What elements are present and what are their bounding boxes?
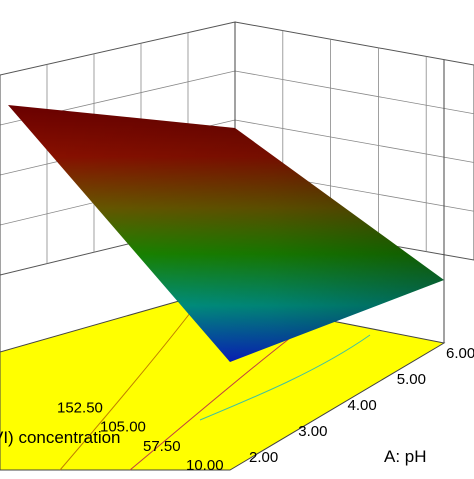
x-tick-label: 4.00 bbox=[348, 397, 377, 414]
x-tick-label: 6.00 bbox=[446, 345, 474, 362]
contour-floor bbox=[0, 294, 446, 471]
grid-line bbox=[234, 119, 474, 163]
x-tick-label: 5.00 bbox=[397, 371, 426, 388]
y-tick-label: 57.50 bbox=[143, 438, 181, 455]
x-axis-ticks: 2.00 3.00 4.00 5.00 6.00 bbox=[249, 345, 474, 466]
x-tick-label: 2.00 bbox=[249, 449, 278, 466]
y-axis-ticks: 10.00 57.50 105.00 152.50 bbox=[57, 399, 224, 474]
y-tick-label: 10.00 bbox=[186, 457, 224, 474]
y-tick-label: 152.50 bbox=[57, 399, 103, 416]
y-tick-label: 105.00 bbox=[100, 419, 146, 436]
x-tick-label: 3.00 bbox=[298, 423, 327, 440]
response-surface-shading bbox=[8, 105, 444, 362]
x-axis-label: A: pH bbox=[384, 447, 427, 466]
grid-line bbox=[234, 70, 474, 115]
y-axis-label: VI) concentration bbox=[0, 428, 121, 447]
